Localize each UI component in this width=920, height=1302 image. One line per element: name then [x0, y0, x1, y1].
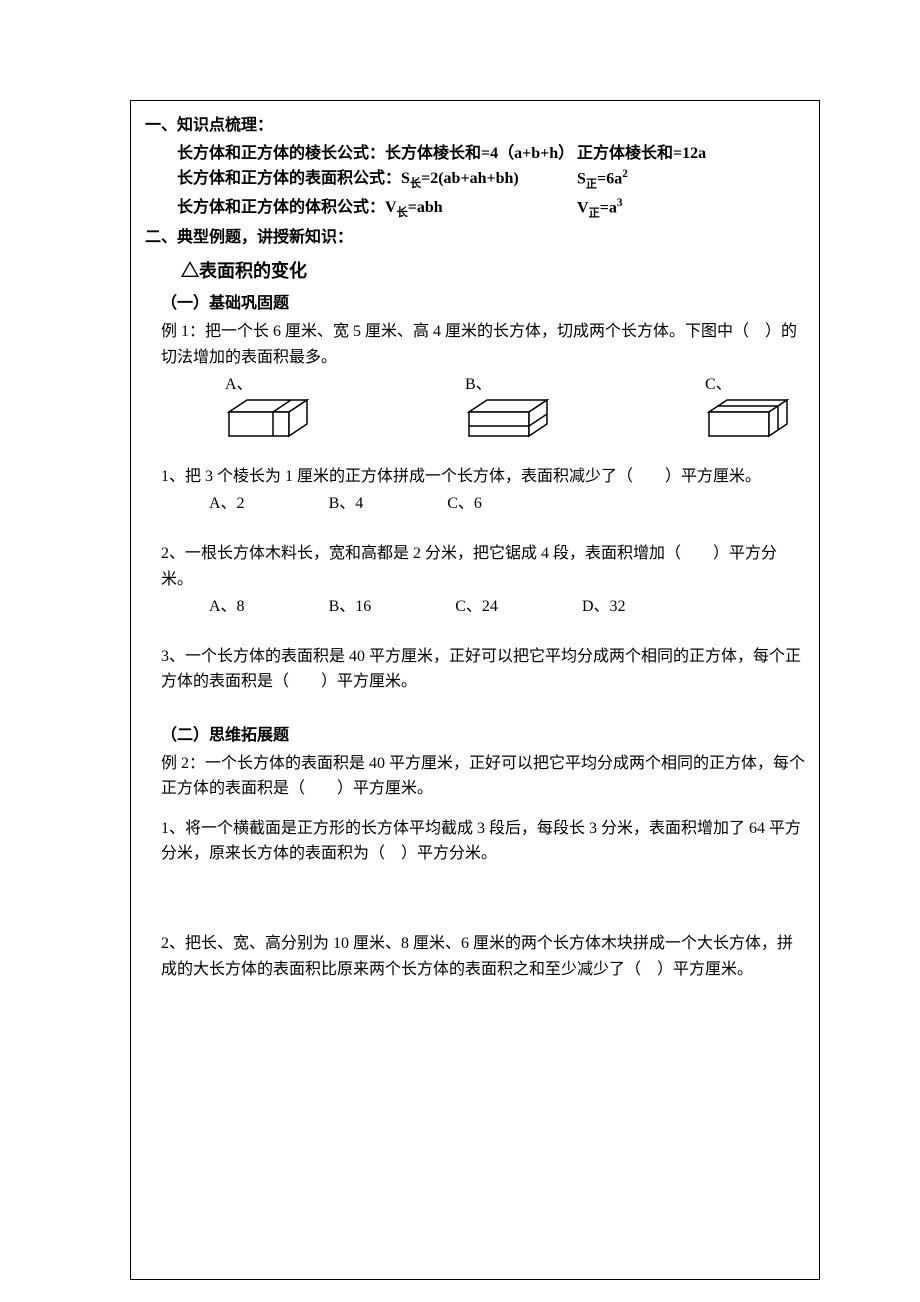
cuboid-c-icon	[705, 396, 795, 442]
page: 一、知识点梳理： 长方体和正方体的棱长公式：长方体棱长和=4（a+b+h） 正方…	[0, 0, 920, 1302]
q1-text: 1、把 3 个棱长为 1 厘米的正方体拼成一个长方体，表面积减少了（ ）平方厘米…	[161, 464, 805, 490]
formula-row-volume: 长方体和正方体的体积公式：V长=abh V正=a3	[145, 195, 805, 223]
volume-rect-sub: 长	[397, 207, 408, 219]
q1-opt-a: A、2	[209, 491, 245, 517]
surface-formula-rect: 长方体和正方体的表面积公式：S长=2(ab+ah+bh)	[177, 166, 577, 194]
q2-opt-a: A、8	[209, 594, 245, 620]
figures-row: A、 B、	[225, 372, 805, 442]
q1-options: A、2 B、4 C、6	[209, 491, 805, 517]
formula-row-surface: 长方体和正方体的表面积公式：S长=2(ab+ah+bh) S正=6a2	[145, 166, 805, 194]
section1-title: 一、知识点梳理：	[145, 113, 805, 139]
surface-rect-suffix: =2(ab+ah+bh)	[421, 170, 519, 187]
surface-cube-sub: 正	[586, 179, 597, 191]
p2-q1-text: 1、将一个横截面是正方形的长方体平均截成 3 段后，每段长 3 分米，表面积增加…	[161, 816, 805, 867]
cuboid-a-icon	[225, 396, 315, 442]
q2-text: 2、一根长方体木料长，宽和高都是 2 分米，把它锯成 4 段，表面积增加（ ）平…	[161, 541, 805, 592]
figure-c-label: C、	[705, 372, 732, 398]
q2-opt-d: D、32	[582, 594, 626, 620]
figure-c: C、	[705, 372, 795, 442]
figure-b-label: B、	[465, 372, 492, 398]
volume-cube-sub: 正	[589, 207, 600, 219]
q2-opt-c: C、24	[455, 594, 498, 620]
surface-cube-suffix: =6a	[597, 171, 622, 188]
q2-opt-b: B、16	[329, 594, 372, 620]
q3-text: 3、一个长方体的表面积是 40 平方厘米，正好可以把它平均分成两个相同的正方体，…	[161, 644, 805, 695]
figure-a: A、	[225, 372, 315, 442]
figure-a-label: A、	[225, 372, 253, 398]
p2-q2-text: 2、把长、宽、高分别为 10 厘米、8 厘米、6 厘米的两个长方体木块拼成一个大…	[161, 931, 805, 982]
surface-cube-sup: 2	[622, 168, 628, 180]
q1-opt-c: C、6	[447, 491, 482, 517]
q2-options: A、8 B、16 C、24 D、32	[209, 594, 805, 620]
example1-text: 例 1：把一个长 6 厘米、宽 5 厘米、高 4 厘米的长方体，切成两个长方体。…	[161, 319, 805, 370]
volume-cube-suffix: =a	[600, 199, 617, 216]
formula-row-edge: 长方体和正方体的棱长公式：长方体棱长和=4（a+b+h） 正方体棱长和=12a	[145, 141, 805, 167]
q1-opt-b: B、4	[329, 491, 364, 517]
volume-cube-prefix: V	[577, 199, 589, 216]
surface-rect-prefix: 长方体和正方体的表面积公式：S	[177, 170, 410, 187]
figure-b: B、	[465, 372, 555, 442]
volume-cube-sup: 3	[617, 197, 623, 209]
surface-cube-prefix: S	[577, 171, 586, 188]
example2-text: 例 2：一个长方体的表面积是 40 平方厘米，正好可以把它平均分成两个相同的正方…	[161, 751, 805, 802]
volume-formula-rect: 长方体和正方体的体积公式：V长=abh	[177, 195, 577, 223]
document-frame: 一、知识点梳理： 长方体和正方体的棱长公式：长方体棱长和=4（a+b+h） 正方…	[130, 100, 820, 1280]
section2-title: 二、典型例题，讲授新知识：	[145, 225, 805, 251]
part2-title: （二）思维拓展题	[161, 723, 805, 749]
surface-formula-cube: S正=6a2	[577, 166, 805, 194]
surface-rect-sub: 长	[410, 178, 421, 190]
part1-title: （一）基础巩固题	[161, 291, 805, 317]
topic-title: △表面积的变化	[181, 257, 805, 286]
volume-rect-prefix: 长方体和正方体的体积公式：V	[177, 199, 397, 216]
edge-formula-cube: 正方体棱长和=12a	[577, 141, 805, 167]
cuboid-b-icon	[465, 396, 555, 442]
volume-formula-cube: V正=a3	[577, 195, 805, 223]
volume-rect-suffix: =abh	[408, 199, 443, 216]
edge-formula-rect: 长方体和正方体的棱长公式：长方体棱长和=4（a+b+h）	[177, 141, 577, 167]
